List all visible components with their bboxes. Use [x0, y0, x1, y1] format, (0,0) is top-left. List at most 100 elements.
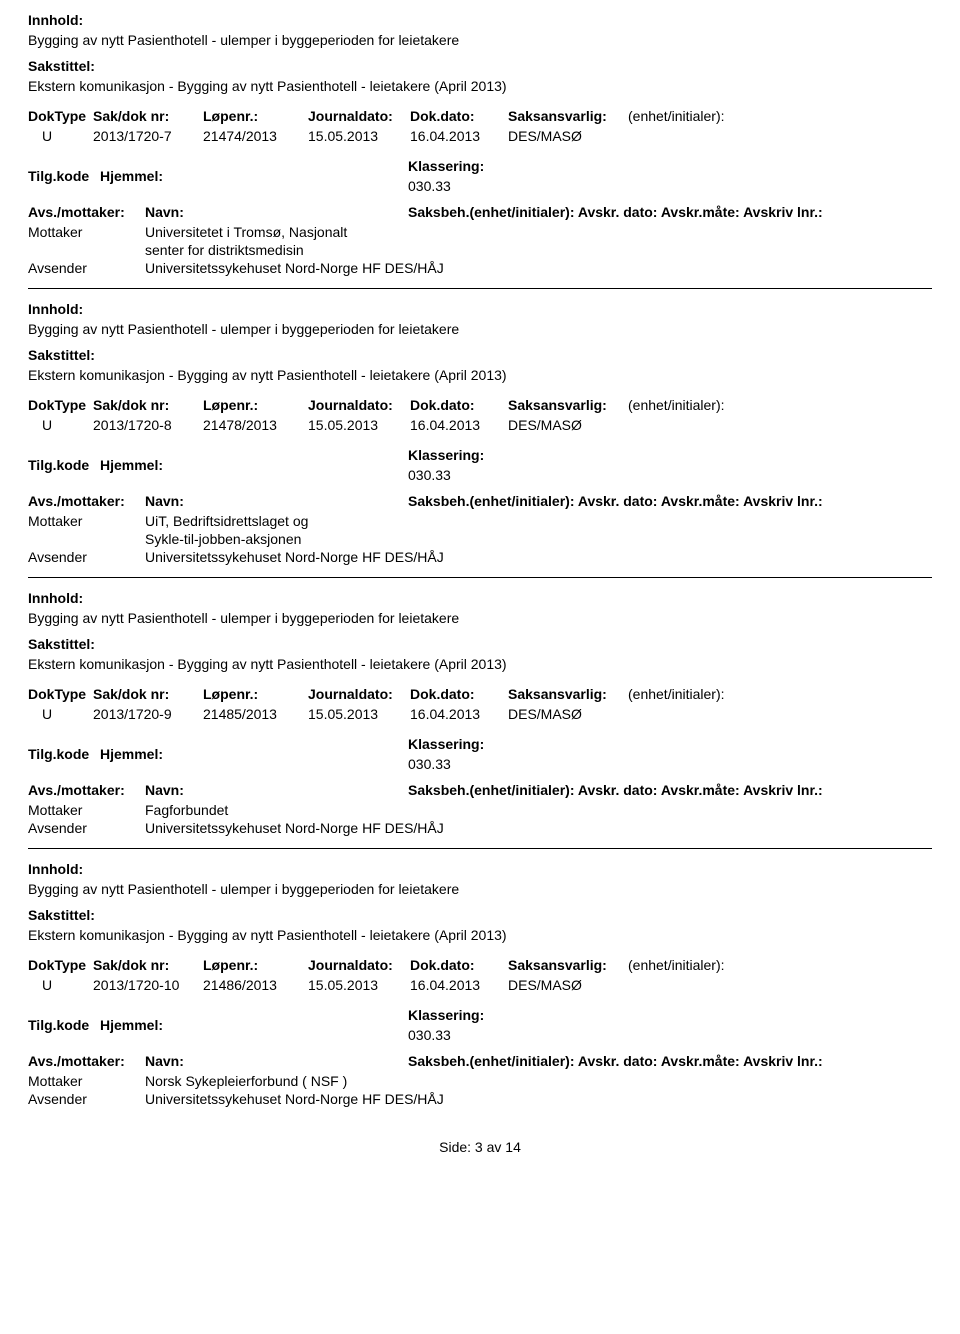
navn-label: Navn: — [145, 1053, 408, 1069]
tilgkode-label: Tilg.kode — [28, 168, 100, 184]
sakstittel-text: Ekstern komunikasjon - Bygging av nytt P… — [28, 656, 932, 672]
innhold-text: Bygging av nytt Pasienthotell - ulemper … — [28, 32, 932, 48]
mottaker-label: Mottaker — [28, 802, 145, 818]
journal-entry: Innhold: Bygging av nytt Pasienthotell -… — [28, 12, 932, 276]
sakdok-value: 2013/1720-10 — [93, 977, 203, 993]
doktype-value: U — [28, 128, 93, 144]
saksansvarlig-header: Saksansvarlig: — [508, 957, 628, 973]
sakdok-value: 2013/1720-7 — [93, 128, 203, 144]
doktype-value: U — [28, 977, 93, 993]
doktype-header: DokType — [28, 686, 93, 702]
avsender-value: Universitetssykehuset Nord-Norge HF DES/… — [145, 549, 444, 565]
doktype-header: DokType — [28, 957, 93, 973]
avsender-label: Avsender — [28, 820, 145, 836]
lopenr-value: 21474/2013 — [203, 128, 308, 144]
saksbeh-label: Saksbeh.(enhet/initialer): Avskr. dato: … — [408, 1053, 823, 1069]
innhold-label: Innhold: — [28, 861, 932, 877]
sakstittel-label: Sakstittel: — [28, 58, 932, 74]
sakdok-header: Sak/dok nr: — [93, 108, 203, 124]
saksbeh-label: Saksbeh.(enhet/initialer): Avskr. dato: … — [408, 204, 823, 220]
avsender-label: Avsender — [28, 549, 145, 565]
mottaker-label: Mottaker — [28, 1073, 145, 1089]
innhold-text: Bygging av nytt Pasienthotell - ulemper … — [28, 610, 932, 626]
doktype-header: DokType — [28, 108, 93, 124]
klassering-value: 030.33 — [408, 178, 932, 194]
innhold-text: Bygging av nytt Pasienthotell - ulemper … — [28, 321, 932, 337]
avsmottaker-label: Avs./mottaker: — [28, 782, 145, 798]
sakstittel-text: Ekstern komunikasjon - Bygging av nytt P… — [28, 927, 932, 943]
avsender-label: Avsender — [28, 260, 145, 276]
navn-label: Navn: — [145, 204, 408, 220]
journal-entry: Innhold: Bygging av nytt Pasienthotell -… — [28, 861, 932, 1107]
klassering-value: 030.33 — [408, 1027, 932, 1043]
doktype-value: U — [28, 706, 93, 722]
sakstittel-text: Ekstern komunikasjon - Bygging av nytt P… — [28, 367, 932, 383]
tilgkode-label: Tilg.kode — [28, 457, 100, 473]
mottaker-value: Universitetet i Tromsø, Nasjonalt — [145, 224, 932, 240]
dokdato-header: Dok.dato: — [410, 686, 508, 702]
klassering-label: Klassering: — [408, 158, 932, 174]
hjemmel-label: Hjemmel: — [100, 1017, 163, 1033]
innhold-text: Bygging av nytt Pasienthotell - ulemper … — [28, 881, 932, 897]
dokdato-value: 16.04.2013 — [410, 417, 508, 433]
journal-entry: Innhold: Bygging av nytt Pasienthotell -… — [28, 590, 932, 836]
dokdato-header: Dok.dato: — [410, 957, 508, 973]
dokdato-header: Dok.dato: — [410, 397, 508, 413]
entry-divider — [28, 848, 932, 849]
avsmottaker-label: Avs./mottaker: — [28, 1053, 145, 1069]
tilgkode-label: Tilg.kode — [28, 746, 100, 762]
journaldato-value: 15.05.2013 — [308, 417, 410, 433]
dokdato-value: 16.04.2013 — [410, 706, 508, 722]
klassering-value: 030.33 — [408, 467, 932, 483]
journaldato-header: Journaldato: — [308, 397, 410, 413]
saksansvarlig-value: DES/MASØ — [508, 417, 628, 433]
avsender-value: Universitetssykehuset Nord-Norge HF DES/… — [145, 1091, 444, 1107]
dokdato-value: 16.04.2013 — [410, 977, 508, 993]
lopenr-header: Løpenr.: — [203, 686, 308, 702]
journaldato-header: Journaldato: — [308, 686, 410, 702]
journaldato-value: 15.05.2013 — [308, 977, 410, 993]
enhet-header: (enhet/initialer): — [628, 108, 725, 124]
hjemmel-label: Hjemmel: — [100, 746, 163, 762]
mottaker-value: UiT, Bedriftsidrettslaget og — [145, 513, 932, 529]
lopenr-value: 21485/2013 — [203, 706, 308, 722]
mottaker-value-line2: Sykle-til-jobben-aksjonen — [145, 531, 932, 547]
saksansvarlig-value: DES/MASØ — [508, 128, 628, 144]
klassering-label: Klassering: — [408, 736, 932, 752]
page-footer: Side: 3 av 14 — [28, 1139, 932, 1155]
avsender-value: Universitetssykehuset Nord-Norge HF DES/… — [145, 260, 444, 276]
journaldato-value: 15.05.2013 — [308, 128, 410, 144]
saksansvarlig-value: DES/MASØ — [508, 977, 628, 993]
hjemmel-label: Hjemmel: — [100, 457, 163, 473]
lopenr-header: Løpenr.: — [203, 397, 308, 413]
saksbeh-label: Saksbeh.(enhet/initialer): Avskr. dato: … — [408, 782, 823, 798]
sakstittel-label: Sakstittel: — [28, 907, 932, 923]
innhold-label: Innhold: — [28, 12, 932, 28]
journal-entry: Innhold: Bygging av nytt Pasienthotell -… — [28, 301, 932, 565]
mottaker-value: Norsk Sykepleierforbund ( NSF ) — [145, 1073, 932, 1089]
innhold-label: Innhold: — [28, 590, 932, 606]
sakstittel-label: Sakstittel: — [28, 636, 932, 652]
avsmottaker-label: Avs./mottaker: — [28, 204, 145, 220]
doktype-value: U — [28, 417, 93, 433]
tilgkode-label: Tilg.kode — [28, 1017, 100, 1033]
lopenr-header: Løpenr.: — [203, 957, 308, 973]
sakdok-header: Sak/dok nr: — [93, 686, 203, 702]
avsender-label: Avsender — [28, 1091, 145, 1107]
navn-label: Navn: — [145, 493, 408, 509]
journaldato-header: Journaldato: — [308, 957, 410, 973]
journaldato-header: Journaldato: — [308, 108, 410, 124]
mottaker-label: Mottaker — [28, 513, 145, 529]
enhet-header: (enhet/initialer): — [628, 957, 725, 973]
enhet-header: (enhet/initialer): — [628, 397, 725, 413]
saksbeh-label: Saksbeh.(enhet/initialer): Avskr. dato: … — [408, 493, 823, 509]
entry-divider — [28, 288, 932, 289]
mottaker-value-line2: senter for distriktsmedisin — [145, 242, 932, 258]
lopenr-header: Løpenr.: — [203, 108, 308, 124]
navn-label: Navn: — [145, 782, 408, 798]
sakdok-header: Sak/dok nr: — [93, 957, 203, 973]
saksansvarlig-value: DES/MASØ — [508, 706, 628, 722]
dokdato-value: 16.04.2013 — [410, 128, 508, 144]
lopenr-value: 21478/2013 — [203, 417, 308, 433]
sakdok-value: 2013/1720-8 — [93, 417, 203, 433]
